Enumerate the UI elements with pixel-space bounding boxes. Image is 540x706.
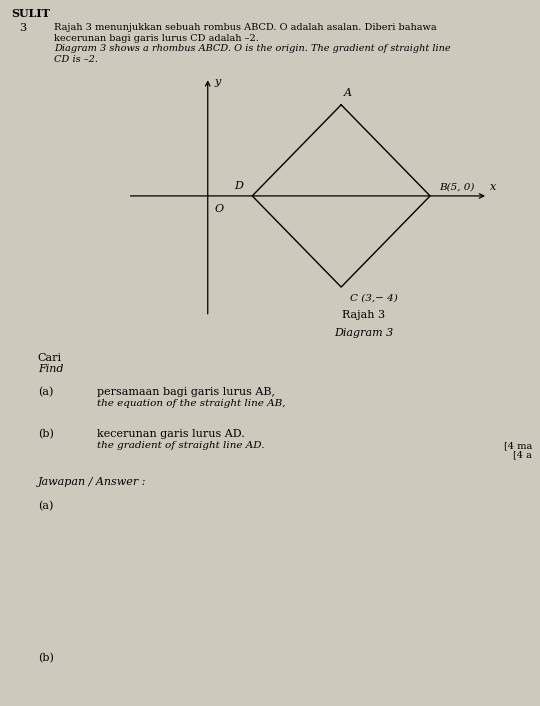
Text: 3: 3	[19, 23, 26, 33]
Text: x: x	[490, 182, 496, 193]
Text: (b): (b)	[38, 429, 53, 439]
Text: Jawapan / Answer :: Jawapan / Answer :	[38, 477, 146, 486]
Text: SULIT: SULIT	[11, 8, 50, 20]
Text: C (3,− 4): C (3,− 4)	[350, 294, 398, 303]
Text: [4 ma: [4 ma	[504, 441, 532, 450]
Text: A: A	[344, 88, 352, 98]
Text: persamaan bagi garis lurus AB,: persamaan bagi garis lurus AB,	[97, 387, 275, 397]
Text: Cari: Cari	[38, 353, 62, 363]
Text: D: D	[234, 181, 244, 191]
Text: (b): (b)	[38, 653, 53, 664]
Text: the equation of the straight line AB,: the equation of the straight line AB,	[97, 399, 286, 408]
Text: the gradient of straight line AD.: the gradient of straight line AD.	[97, 441, 265, 450]
Text: (a): (a)	[38, 387, 53, 397]
Text: kecerunan bagi garis lurus CD adalah –2.: kecerunan bagi garis lurus CD adalah –2.	[54, 34, 259, 43]
Text: CD is –2.: CD is –2.	[54, 55, 98, 64]
Text: Find: Find	[38, 364, 63, 374]
Text: Rajah 3 menunjukkan sebuah rombus ABCD. O adalah asalan. Diberi bahawa: Rajah 3 menunjukkan sebuah rombus ABCD. …	[54, 23, 437, 32]
Text: B(5, 0): B(5, 0)	[439, 182, 474, 191]
Text: (a): (a)	[38, 501, 53, 512]
Text: O: O	[214, 204, 224, 214]
Text: [4 a: [4 a	[513, 450, 532, 460]
Text: Rajah 3: Rajah 3	[342, 310, 385, 320]
Text: kecerunan garis lurus AD.: kecerunan garis lurus AD.	[97, 429, 245, 438]
Text: Diagram 3 shows a rhombus ABCD. O is the origin. The gradient of straight line: Diagram 3 shows a rhombus ABCD. O is the…	[54, 44, 450, 54]
Text: Diagram 3: Diagram 3	[334, 328, 393, 338]
Text: y: y	[214, 78, 221, 88]
